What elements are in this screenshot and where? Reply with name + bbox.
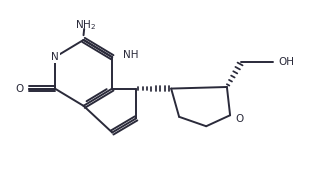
Text: N: N bbox=[51, 52, 59, 62]
Text: O: O bbox=[236, 114, 244, 124]
Text: NH$_2$: NH$_2$ bbox=[75, 18, 96, 32]
Text: O: O bbox=[16, 84, 24, 94]
Text: OH: OH bbox=[279, 57, 295, 67]
Text: NH: NH bbox=[123, 50, 139, 60]
